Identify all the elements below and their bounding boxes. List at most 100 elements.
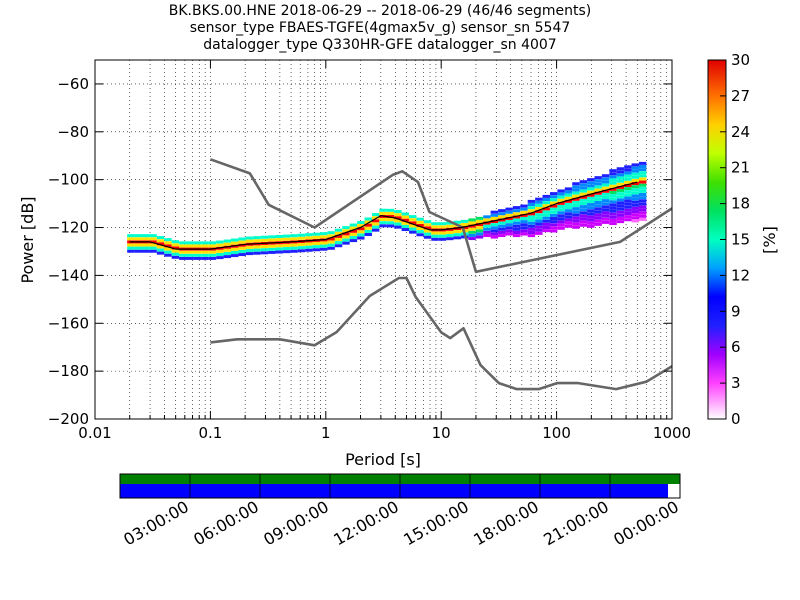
heatmap-cell	[542, 194, 550, 198]
heatmap-cell	[572, 219, 580, 223]
heatmap-cell	[587, 199, 595, 203]
timeline-tick-label: 09:00:00	[260, 497, 332, 549]
heatmap-cell	[587, 178, 595, 182]
heatmap-cell	[201, 250, 209, 254]
heatmap-cell	[542, 226, 550, 230]
heatmap-cell	[334, 241, 343, 245]
heatmap-cell	[631, 178, 639, 182]
heatmap-cell	[409, 215, 417, 219]
heatmap-cell	[512, 234, 521, 238]
heatmap-cell	[631, 163, 639, 167]
heatmap-cell	[483, 218, 491, 222]
heatmap-cell	[164, 241, 172, 245]
heatmap-cell	[275, 238, 283, 242]
heatmap-cell	[453, 220, 461, 224]
heatmap-cell	[327, 231, 335, 235]
heatmap-cell	[186, 253, 194, 257]
heatmap-cell	[156, 239, 165, 243]
heatmap-cell	[483, 227, 491, 231]
heatmap-cell	[186, 250, 194, 254]
heatmap-cell	[164, 238, 172, 242]
heatmap-cell	[572, 197, 580, 201]
heatmap-cell	[305, 242, 313, 246]
heatmap-cell	[475, 229, 484, 233]
heatmap-cell	[520, 213, 528, 217]
colorbar-tick-label: 21	[731, 159, 750, 177]
heatmap-cell	[446, 224, 454, 228]
heatmap-cell	[520, 229, 528, 233]
heatmap-cell	[349, 232, 358, 236]
heatmap-cell	[624, 218, 632, 222]
heatmap-cell	[253, 239, 261, 243]
heatmap-cell	[557, 201, 565, 205]
heatmap-cell	[564, 190, 573, 194]
heatmap-cell	[535, 210, 543, 214]
heatmap-cell	[416, 223, 424, 227]
heatmap-cell	[297, 233, 306, 237]
heatmap-cell	[564, 209, 573, 213]
y-tick-label: −180	[48, 362, 89, 380]
heatmap-cell	[594, 182, 602, 186]
heatmap-cell	[624, 211, 632, 215]
heatmap-cell	[282, 247, 291, 251]
heatmap-cell	[223, 251, 232, 255]
heatmap-cell	[616, 185, 625, 189]
heatmap-cell	[549, 220, 558, 224]
heatmap-cell	[149, 234, 157, 238]
heatmap-cell	[601, 211, 610, 215]
heatmap-cell	[609, 212, 617, 216]
heatmap-cell	[616, 213, 625, 217]
heatmap-cell	[557, 192, 565, 196]
heatmap-cell	[572, 194, 580, 198]
heatmap-cell	[609, 184, 617, 188]
heatmap-cell	[587, 193, 595, 197]
heatmap-cell	[549, 192, 558, 196]
heatmap-cell	[490, 213, 499, 217]
heatmap-cell	[186, 244, 194, 248]
heatmap-cell	[601, 199, 610, 203]
heatmap-cell	[357, 220, 365, 224]
heatmap-cell	[468, 237, 476, 241]
nhnm-line	[209, 158, 673, 274]
heatmap-cell	[171, 246, 180, 250]
heatmap-cell	[535, 225, 543, 229]
heatmap-cell	[201, 241, 209, 245]
heatmap-cell	[349, 223, 358, 227]
heatmap-cell	[223, 239, 232, 243]
median-line	[129, 181, 638, 250]
heatmap-cell	[572, 210, 580, 214]
heatmap-cell	[609, 187, 617, 191]
heatmap-cell	[616, 189, 625, 193]
heatmap-cell	[401, 221, 410, 225]
heatmap-cell	[468, 224, 476, 228]
heatmap-cell	[631, 166, 639, 170]
heatmap-cell	[631, 172, 639, 176]
heatmap-cell	[609, 215, 617, 219]
heatmap-cell	[334, 244, 343, 248]
heatmap-cell	[638, 214, 647, 218]
heatmap-cell	[579, 189, 588, 193]
heatmap-cell	[401, 224, 410, 228]
heatmap-cell	[631, 219, 639, 223]
heatmap-cell	[438, 231, 447, 235]
colorbar-tick-label: 27	[731, 87, 750, 105]
heatmap-cell	[587, 196, 595, 200]
heatmap-cell	[549, 201, 558, 205]
heatmap-cell	[460, 226, 469, 230]
heatmap-cell	[431, 237, 439, 241]
heatmap-cell	[409, 218, 417, 222]
heatmap-cell	[371, 225, 380, 229]
heatmap-cell	[579, 180, 588, 184]
heatmap-cell	[594, 179, 602, 183]
heatmap-cell	[238, 237, 246, 241]
heatmap-cell	[275, 250, 283, 254]
heatmap-cell	[312, 235, 321, 239]
heatmap-cell	[349, 229, 358, 233]
heatmap-cell	[431, 225, 439, 229]
heatmap-cell	[557, 220, 565, 224]
heatmap-cell	[624, 177, 632, 181]
heatmap-cell	[638, 168, 647, 172]
heatmap-cell	[616, 201, 625, 205]
heatmap-cell	[320, 244, 328, 248]
heatmap-cell	[134, 243, 143, 247]
